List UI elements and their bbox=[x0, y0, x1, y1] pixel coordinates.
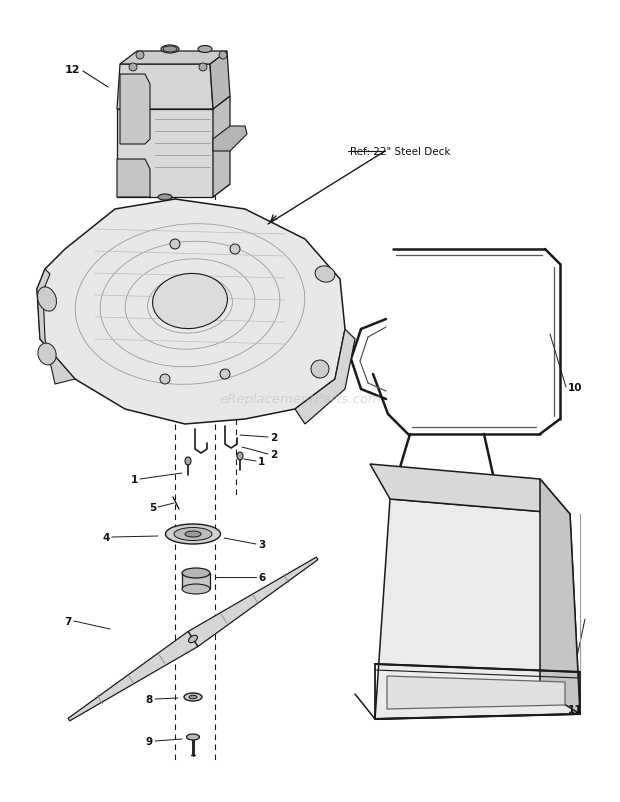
Text: 2: 2 bbox=[270, 449, 277, 460]
Text: 5: 5 bbox=[149, 502, 156, 512]
Polygon shape bbox=[120, 75, 150, 145]
Polygon shape bbox=[120, 52, 227, 65]
Ellipse shape bbox=[187, 734, 200, 740]
Polygon shape bbox=[387, 676, 565, 709]
Text: 2: 2 bbox=[270, 432, 277, 443]
Text: 6: 6 bbox=[258, 573, 265, 582]
Text: 1: 1 bbox=[131, 475, 138, 484]
Ellipse shape bbox=[38, 344, 56, 366]
Ellipse shape bbox=[153, 274, 228, 329]
Ellipse shape bbox=[163, 47, 177, 53]
Polygon shape bbox=[188, 557, 318, 646]
Ellipse shape bbox=[166, 525, 221, 545]
Text: 10: 10 bbox=[568, 383, 583, 392]
Text: 7: 7 bbox=[64, 616, 72, 626]
Ellipse shape bbox=[315, 266, 335, 283]
Ellipse shape bbox=[158, 195, 172, 200]
Text: 12: 12 bbox=[64, 65, 80, 75]
Circle shape bbox=[136, 52, 144, 60]
Ellipse shape bbox=[311, 361, 329, 379]
Polygon shape bbox=[540, 480, 580, 714]
Text: Ref: 22" Steel Deck: Ref: 22" Steel Deck bbox=[350, 147, 451, 157]
Ellipse shape bbox=[237, 452, 243, 460]
Ellipse shape bbox=[198, 47, 212, 54]
Polygon shape bbox=[375, 500, 580, 719]
Text: eReplacementParts.com: eReplacementParts.com bbox=[219, 393, 381, 406]
Polygon shape bbox=[213, 97, 230, 198]
Circle shape bbox=[220, 370, 230, 379]
Polygon shape bbox=[37, 269, 75, 384]
Circle shape bbox=[170, 240, 180, 249]
Circle shape bbox=[160, 375, 170, 384]
Ellipse shape bbox=[174, 528, 212, 541]
Polygon shape bbox=[117, 184, 230, 198]
Polygon shape bbox=[295, 330, 355, 424]
Ellipse shape bbox=[185, 532, 201, 537]
Circle shape bbox=[199, 64, 207, 72]
Text: 8: 8 bbox=[146, 695, 153, 704]
Text: 11: 11 bbox=[568, 704, 583, 714]
Circle shape bbox=[129, 64, 137, 72]
Ellipse shape bbox=[38, 287, 56, 312]
Polygon shape bbox=[182, 573, 210, 589]
Text: 1: 1 bbox=[258, 456, 265, 467]
Polygon shape bbox=[68, 632, 198, 721]
Ellipse shape bbox=[161, 46, 179, 54]
Polygon shape bbox=[117, 65, 213, 110]
Circle shape bbox=[219, 52, 227, 60]
Ellipse shape bbox=[182, 585, 210, 594]
Polygon shape bbox=[117, 160, 150, 198]
Ellipse shape bbox=[189, 695, 197, 699]
Ellipse shape bbox=[184, 693, 202, 701]
Circle shape bbox=[230, 245, 240, 255]
Polygon shape bbox=[210, 52, 230, 110]
Ellipse shape bbox=[182, 569, 210, 578]
Ellipse shape bbox=[185, 457, 191, 465]
Text: 3: 3 bbox=[258, 539, 265, 549]
Text: 9: 9 bbox=[146, 736, 153, 746]
Ellipse shape bbox=[188, 635, 198, 643]
Polygon shape bbox=[37, 200, 345, 424]
Polygon shape bbox=[370, 464, 570, 514]
Text: 4: 4 bbox=[103, 533, 110, 542]
Polygon shape bbox=[117, 110, 213, 198]
Polygon shape bbox=[213, 127, 247, 152]
